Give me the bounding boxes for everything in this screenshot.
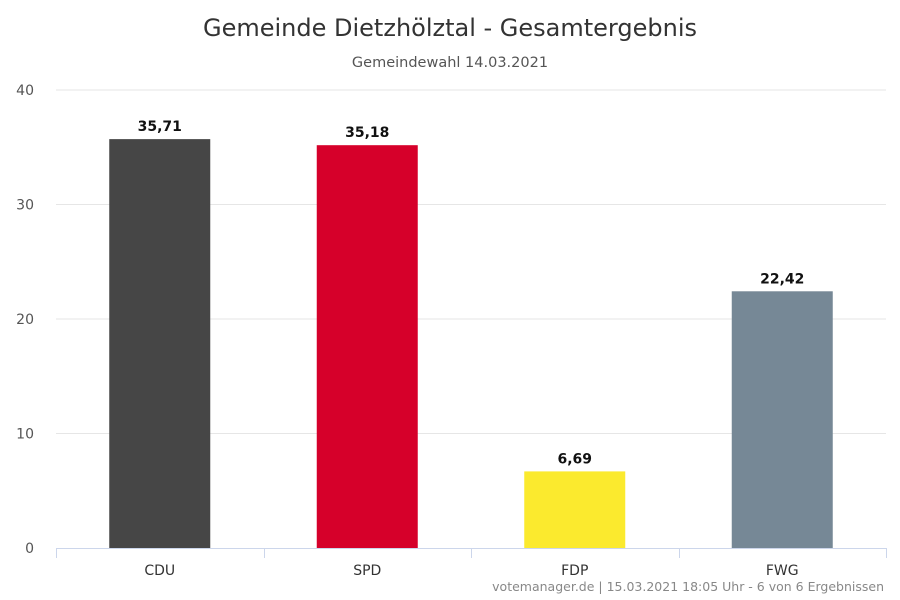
data-label-cdu: 35,71 — [138, 119, 182, 135]
chart-title: Gemeinde Dietzhölztal - Gesamtergebnis — [203, 14, 697, 42]
x-tick-label-fdp: FDP — [561, 563, 588, 579]
bars-group — [109, 139, 833, 549]
bar-fdp[interactable] — [524, 471, 626, 548]
bar-fwg[interactable] — [731, 291, 833, 548]
bar-cdu[interactable] — [109, 139, 211, 549]
y-tick-label: 10 — [16, 427, 34, 443]
bar-spd[interactable] — [316, 145, 418, 548]
y-tick-label: 40 — [16, 83, 34, 99]
data-labels-group: 35,71 35,18 6,69 22,42 — [138, 119, 805, 467]
chart-subtitle: Gemeindewahl 14.03.2021 — [352, 55, 548, 71]
data-label-fdp: 6,69 — [557, 451, 592, 467]
data-label-fwg: 22,42 — [760, 271, 804, 287]
credits-text[interactable]: votemanager.de | 15.03.2021 18:05 Uhr - … — [492, 579, 884, 594]
x-tick-label-fwg: FWG — [766, 563, 799, 579]
y-axis: 0 10 20 30 40 — [16, 83, 34, 557]
y-tick-label: 30 — [16, 198, 34, 214]
y-tick-label: 0 — [25, 541, 34, 557]
data-label-spd: 35,18 — [345, 125, 389, 141]
y-tick-label: 20 — [16, 312, 34, 328]
x-tick-label-spd: SPD — [353, 563, 381, 579]
x-tick-label-cdu: CDU — [144, 563, 175, 579]
x-axis: CDU SPD FDP FWG — [56, 548, 887, 579]
